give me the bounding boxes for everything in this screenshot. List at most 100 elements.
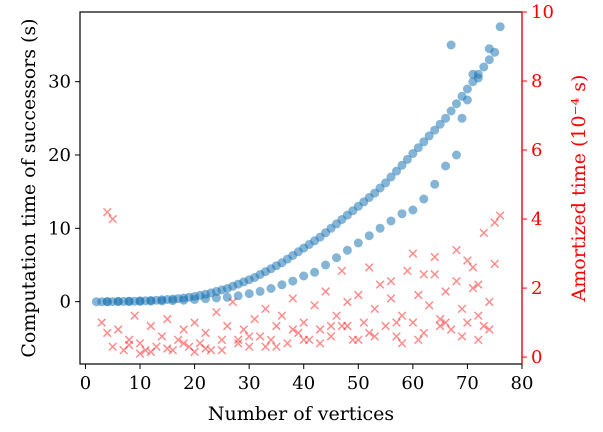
amortized-point (233, 338, 243, 348)
amortized-point (272, 342, 281, 352)
amortized-point (370, 304, 380, 314)
amortized-point (452, 276, 461, 286)
x-axis-label: Number of vertices (208, 403, 394, 425)
computation-point (441, 161, 451, 171)
computation-point (446, 106, 456, 116)
computation-time-series (91, 22, 505, 307)
amortized-point (288, 325, 298, 334)
amortized-point (179, 325, 189, 334)
amortized-point (255, 332, 265, 341)
computation-point (408, 149, 418, 158)
computation-point (353, 238, 363, 248)
x-tick-label: 30 (238, 373, 261, 394)
right-y-tick-label: 4 (531, 209, 542, 230)
computation-point (419, 194, 429, 204)
amortized-point (212, 307, 221, 317)
computation-point (211, 293, 221, 303)
amortized-point (441, 287, 450, 296)
left-y-tick-label: 0 (60, 292, 71, 313)
x-tick-label: 80 (511, 373, 534, 394)
amortized-point (424, 300, 434, 310)
amortized-point (413, 290, 423, 300)
amortized-point (283, 338, 292, 348)
amortized-point (233, 335, 243, 345)
amortized-point (408, 318, 418, 327)
amortized-point (195, 338, 205, 348)
amortized-point (413, 335, 423, 345)
left-y-tick-label: 30 (48, 72, 71, 93)
computation-point (446, 40, 456, 50)
amortized-point (179, 338, 189, 348)
right-y-tick-label: 6 (531, 140, 542, 161)
amortized-point (173, 335, 183, 345)
amortized-point (168, 345, 178, 355)
amortized-point (457, 304, 467, 314)
computation-point (113, 297, 123, 306)
amortized-point (397, 311, 407, 321)
computation-point (462, 84, 472, 94)
amortized-point (386, 276, 396, 286)
amortized-point (217, 335, 227, 345)
computation-point (424, 131, 434, 141)
right-y-tick-label: 0 (531, 347, 542, 368)
amortized-point (337, 321, 347, 331)
left-y-axis-label: Computation time of successors (s) (18, 18, 40, 357)
amortized-point (332, 311, 341, 321)
amortized-point (162, 344, 172, 353)
amortized-point (381, 321, 390, 331)
amortized-point (190, 318, 199, 327)
amortized-point (190, 347, 199, 357)
amortized-point (162, 314, 172, 324)
amortized-point (430, 269, 440, 279)
right-y-axis: 0 2 4 6 8 10 (521, 2, 554, 368)
amortized-point (102, 328, 112, 338)
computation-point (310, 267, 320, 277)
amortized-point (124, 335, 134, 345)
x-tick-label: 20 (183, 373, 206, 394)
computation-point (397, 209, 407, 219)
amortized-point (326, 321, 336, 331)
amortized-point (484, 297, 494, 307)
amortized-point (403, 266, 412, 276)
x-tick-label: 70 (456, 373, 479, 394)
amortized-point (343, 321, 352, 331)
computation-point (190, 295, 200, 304)
x-tick-label: 0 (80, 373, 91, 394)
amortized-point (375, 280, 385, 289)
computation-point (233, 291, 243, 301)
right-y-tick-label: 10 (531, 2, 554, 23)
amortized-point (397, 338, 407, 348)
amortized-point (473, 335, 483, 345)
computation-point (375, 223, 385, 233)
amortized-point (452, 245, 461, 255)
amortized-point (239, 325, 249, 334)
amortized-point (490, 218, 500, 227)
computation-point (386, 216, 396, 226)
amortized-point (244, 342, 254, 352)
computation-point (462, 95, 472, 105)
amortized-point (288, 294, 298, 303)
amortized-point (468, 263, 478, 272)
computation-point (255, 286, 265, 296)
amortized-point (370, 332, 380, 341)
amortized-point (364, 263, 374, 272)
amortized-point (250, 314, 259, 324)
left-y-tick-label: 10 (48, 218, 71, 239)
amortized-point (201, 344, 210, 353)
amortized-point (490, 259, 500, 269)
amortized-point (266, 335, 276, 345)
amortized-point (261, 304, 270, 314)
computation-point (168, 296, 178, 306)
computation-point (484, 55, 494, 65)
right-y-tick-label: 2 (531, 278, 542, 299)
computation-point (179, 295, 189, 305)
computation-point (124, 296, 134, 306)
amortized-point (435, 314, 445, 324)
amortized-point (184, 342, 194, 352)
computation-point (342, 245, 352, 255)
amortized-point (108, 214, 118, 224)
amortized-point (310, 300, 319, 310)
amortized-point (152, 342, 161, 352)
amortized-point (217, 345, 227, 355)
